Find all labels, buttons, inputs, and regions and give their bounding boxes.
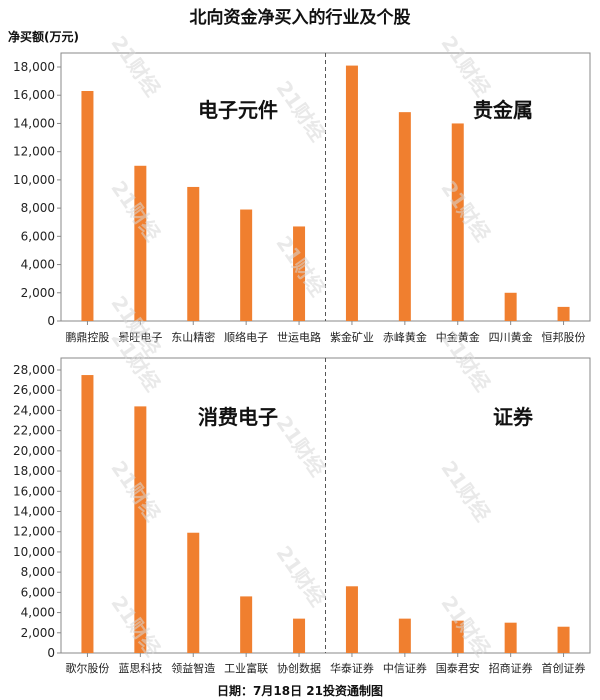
y-tick-label: 10,000 — [13, 173, 55, 187]
group-label: 消费电子 — [198, 405, 278, 429]
watermark: 21财经 — [106, 31, 165, 100]
bar-蓝思科技 — [134, 406, 147, 653]
bar-景旺电子 — [134, 165, 147, 321]
y-tick-label: 12,000 — [13, 145, 55, 159]
y-tick-label: 2,000 — [21, 286, 55, 300]
watermark: 21财经 — [271, 541, 330, 610]
y-tick-label: 16,000 — [13, 484, 55, 498]
category-label: 紫金矿业 — [330, 330, 374, 344]
category-label: 蓝思科技 — [118, 661, 162, 675]
watermark: 21财经 — [436, 456, 495, 525]
bar-中信证券 — [398, 618, 411, 653]
category-label: 国泰君安 — [436, 661, 480, 675]
bar-四川黄金 — [504, 292, 517, 321]
bar-歌尔股份 — [81, 375, 94, 653]
y-tick-label: 10,000 — [13, 545, 55, 559]
bar-工业富联 — [240, 596, 253, 653]
category-label: 鹏鼎控股 — [65, 330, 109, 344]
bar-协创数据 — [293, 618, 306, 653]
y-tick-label: 26,000 — [13, 383, 55, 397]
bar-恒邦股份 — [557, 306, 570, 321]
group-label: 电子元件 — [198, 98, 278, 122]
bar-紫金矿业 — [345, 65, 358, 321]
group-label: 贵金属 — [473, 98, 533, 122]
y-tick-label: 8,000 — [21, 565, 55, 579]
category-label: 顺络电子 — [224, 330, 268, 344]
bar-国泰君安 — [451, 620, 464, 653]
watermark: 21财经 — [436, 591, 495, 660]
y-tick-label: 16,000 — [13, 88, 55, 102]
bar-首创证券 — [557, 626, 570, 653]
y-tick-label: 6,000 — [21, 229, 55, 243]
bar-世运电路 — [293, 226, 306, 321]
bar-鹏鼎控股 — [81, 90, 94, 321]
category-label: 工业富联 — [224, 661, 268, 675]
watermark: 21财经 — [271, 76, 330, 145]
source-footer: 日期：7月18日 21投资通制图 — [217, 684, 383, 698]
category-label: 世运电路 — [277, 331, 321, 344]
bar-赤峰黄金 — [398, 112, 411, 322]
category-label: 景旺电子 — [118, 331, 162, 344]
y-tick-label: 22,000 — [13, 424, 55, 438]
category-label: 首创证券 — [542, 661, 586, 675]
bar-中金黄金 — [451, 123, 464, 321]
y-tick-label: 4,000 — [21, 606, 55, 620]
category-label: 东山精密 — [171, 330, 215, 344]
y-tick-label: 14,000 — [13, 116, 55, 130]
category-label: 歌尔股份 — [65, 661, 109, 675]
bar-东山精密 — [187, 186, 200, 321]
y-tick-label: 4,000 — [21, 258, 55, 272]
bar-华泰证券 — [345, 586, 358, 653]
y-tick-label: 18,000 — [13, 464, 55, 478]
y-tick-label: 0 — [47, 314, 55, 328]
category-label: 恒邦股份 — [542, 331, 586, 344]
y-tick-label: 28,000 — [13, 363, 55, 377]
watermark: 21财经 — [271, 411, 330, 480]
chart-title: 北向资金净买入的行业及个股 — [189, 8, 411, 28]
bar-招商证券 — [504, 622, 517, 653]
y-tick-label: 14,000 — [13, 505, 55, 519]
bar-领益智造 — [187, 532, 200, 653]
y-tick-label: 24,000 — [13, 403, 55, 417]
category-label: 招商证券 — [489, 661, 533, 675]
y-tick-label: 12,000 — [13, 525, 55, 539]
category-label: 中金黄金 — [436, 330, 480, 344]
y-tick-label: 20,000 — [13, 444, 55, 458]
category-label: 华泰证券 — [330, 661, 374, 675]
y-tick-label: 6,000 — [21, 585, 55, 599]
category-label: 四川黄金 — [489, 330, 533, 344]
y-tick-label: 18,000 — [13, 60, 55, 74]
category-label: 协创数据 — [277, 661, 321, 675]
y-axis-unit-label: 净买额(万元) — [8, 30, 79, 44]
group-label: 证券 — [493, 405, 534, 429]
y-tick-label: 8,000 — [21, 201, 55, 215]
watermark: 21财经 — [436, 176, 495, 245]
category-label: 领益智造 — [171, 661, 215, 675]
y-tick-label: 0 — [47, 646, 55, 660]
watermark: 21财经 — [436, 31, 495, 100]
category-label: 中信证券 — [383, 661, 427, 675]
bar-顺络电子 — [240, 209, 253, 321]
y-tick-label: 2,000 — [21, 626, 55, 640]
category-label: 赤峰黄金 — [383, 330, 427, 344]
